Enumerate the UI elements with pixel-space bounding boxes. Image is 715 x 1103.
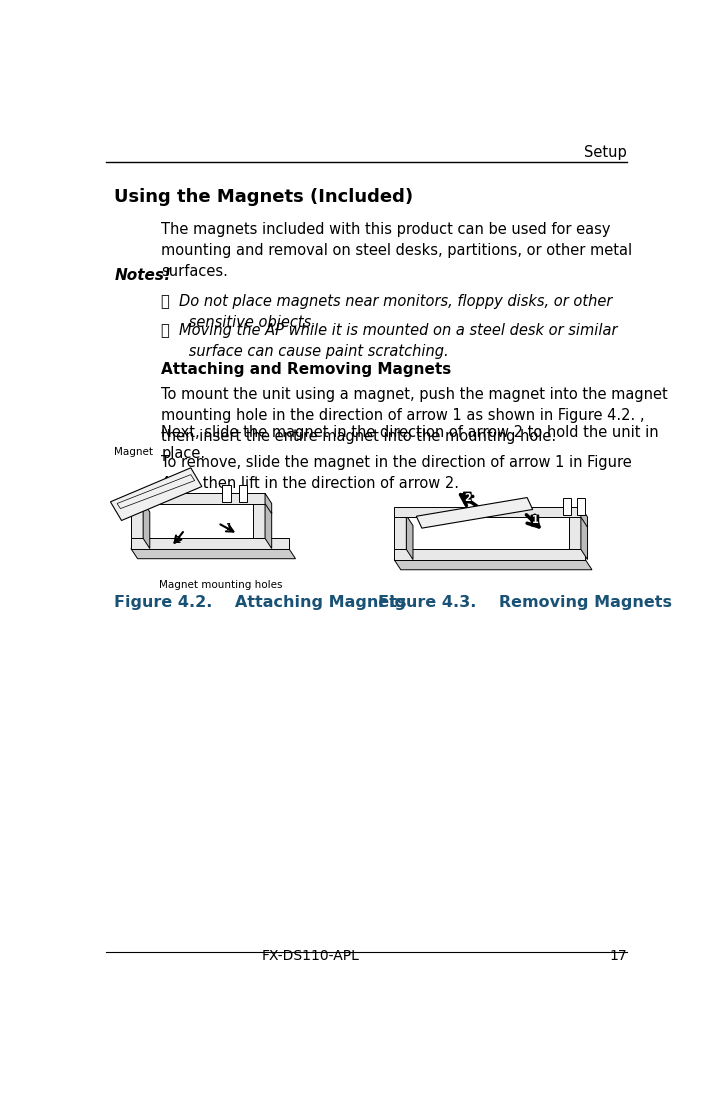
Text: 2: 2 — [174, 536, 180, 545]
Polygon shape — [222, 485, 231, 502]
Polygon shape — [581, 515, 588, 559]
Text: Notes!: Notes! — [114, 268, 172, 283]
Polygon shape — [581, 507, 588, 527]
Polygon shape — [394, 515, 406, 549]
Polygon shape — [394, 549, 586, 559]
Polygon shape — [253, 502, 265, 538]
Polygon shape — [131, 502, 143, 538]
Polygon shape — [416, 497, 533, 528]
Text: Figure 4.2.    Attaching Magnets: Figure 4.2. Attaching Magnets — [114, 596, 407, 610]
Text: Using the Magnets (Included): Using the Magnets (Included) — [114, 188, 413, 205]
Polygon shape — [265, 502, 272, 548]
Text: The magnets included with this product can be used for easy
mounting and removal: The magnets included with this product c… — [162, 222, 633, 279]
Polygon shape — [110, 468, 202, 521]
Polygon shape — [563, 499, 571, 515]
Text: To mount the unit using a magnet, push the magnet into the magnet
mounting hole : To mount the unit using a magnet, push t… — [162, 387, 668, 445]
Polygon shape — [394, 559, 592, 570]
Text: 1: 1 — [225, 523, 231, 532]
Text: ・  Do not place magnets near monitors, floppy disks, or other
      sensitive ob: ・ Do not place magnets near monitors, fl… — [162, 293, 613, 330]
Polygon shape — [394, 507, 581, 517]
Text: 1: 1 — [531, 515, 538, 525]
Text: 2: 2 — [464, 493, 470, 503]
Text: Figure 4.3.    Removing Magnets: Figure 4.3. Removing Magnets — [378, 596, 671, 610]
Polygon shape — [568, 515, 581, 549]
Text: Setup: Setup — [584, 146, 627, 160]
Text: To remove, slide the magnet in the direction of arrow 1 in Figure
4.3. , then li: To remove, slide the magnet in the direc… — [162, 456, 632, 491]
Polygon shape — [265, 493, 272, 514]
Text: Magnet mounting holes: Magnet mounting holes — [159, 580, 282, 590]
Text: Magnet: Magnet — [114, 447, 153, 457]
Text: 17: 17 — [609, 949, 627, 963]
Polygon shape — [406, 515, 413, 559]
Text: Next, slide the magnet in the direction of arrow 2 to hold the unit in
place.: Next, slide the magnet in the direction … — [162, 426, 659, 461]
Text: Attaching and Removing Magnets: Attaching and Removing Magnets — [162, 362, 452, 376]
Polygon shape — [239, 485, 247, 502]
Text: ・  Moving the AP while it is mounted on a steel desk or similar
      surface ca: ・ Moving the AP while it is mounted on a… — [162, 323, 618, 360]
Text: FX-DS110-APL: FX-DS110-APL — [262, 949, 360, 963]
Polygon shape — [577, 499, 586, 515]
Polygon shape — [131, 493, 265, 503]
Polygon shape — [143, 502, 149, 548]
Polygon shape — [131, 538, 289, 548]
Polygon shape — [131, 548, 295, 559]
